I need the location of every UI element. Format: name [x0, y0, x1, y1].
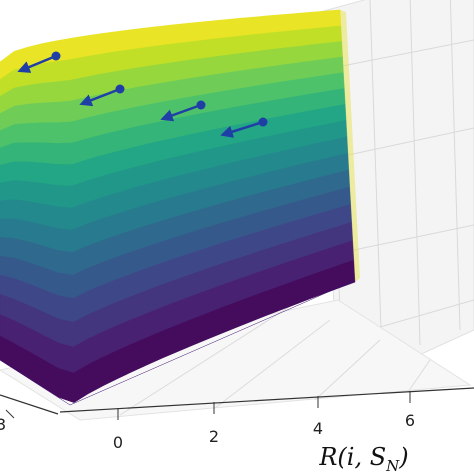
y-tick-mark	[5, 409, 15, 419]
floor-grid-line	[407, 359, 431, 393]
x-tick-label: 2	[209, 427, 219, 446]
x-tick-label: 4	[313, 419, 323, 438]
pane-grid-line	[449, 0, 461, 331]
x-tick-label: 0	[113, 433, 123, 452]
arrow-line	[220, 120, 264, 138]
arrow-start-dot	[115, 84, 125, 94]
x-axis-label: R(i, SN)	[318, 443, 408, 474]
arrow-line	[17, 54, 57, 73]
arrow-line	[79, 87, 121, 107]
x-tick-label: 6	[405, 411, 415, 430]
x-axis-line	[59, 387, 474, 413]
y-tick-label: 3	[0, 415, 6, 434]
y-axis-partial: 3	[0, 394, 59, 434]
y-axis-line	[0, 394, 59, 415]
surface-bands	[0, 9, 360, 403]
arrow-line	[160, 103, 202, 122]
surface-edge	[0, 279, 356, 406]
floor-grid-line	[314, 339, 381, 401]
surface-side	[340, 10, 360, 282]
arrow-start-dot	[196, 100, 206, 110]
arrows-group	[17, 51, 268, 138]
arrow-start-dot	[258, 117, 268, 127]
x-axis: 0 2 4 6 R(i, SN)	[59, 387, 474, 474]
arrow-start-dot	[51, 51, 61, 61]
floor-grid-line	[214, 319, 331, 409]
floor-grid-line	[119, 299, 301, 416]
floor-grid	[0, 299, 472, 421]
